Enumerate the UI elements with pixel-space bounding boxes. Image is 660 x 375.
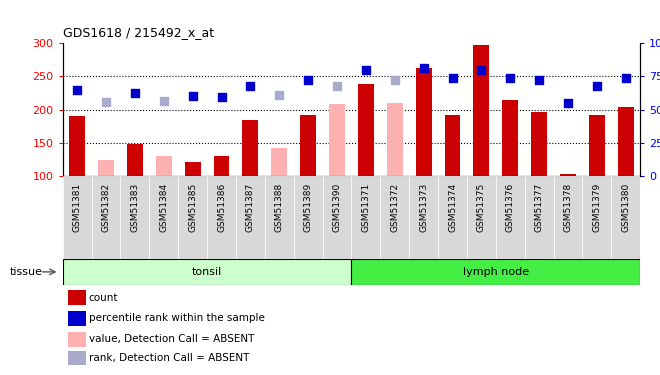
Bar bbox=[416, 68, 432, 176]
Text: GSM51384: GSM51384 bbox=[159, 183, 168, 232]
Point bbox=[447, 75, 458, 81]
Bar bbox=[63, 176, 92, 259]
Text: GSM51379: GSM51379 bbox=[593, 183, 601, 232]
Bar bbox=[329, 104, 345, 176]
Point bbox=[274, 92, 284, 98]
Point bbox=[101, 99, 112, 105]
Text: GSM51385: GSM51385 bbox=[188, 183, 197, 232]
Bar bbox=[323, 176, 351, 259]
Bar bbox=[531, 112, 547, 176]
Text: percentile rank within the sample: percentile rank within the sample bbox=[88, 314, 265, 324]
Bar bbox=[69, 351, 86, 366]
Point bbox=[360, 67, 371, 73]
Point bbox=[591, 83, 602, 89]
Bar bbox=[214, 156, 230, 176]
Text: rank, Detection Call = ABSENT: rank, Detection Call = ABSENT bbox=[88, 353, 249, 363]
Bar bbox=[271, 148, 287, 176]
Point bbox=[389, 77, 400, 83]
Text: GSM51378: GSM51378 bbox=[564, 183, 572, 232]
Bar bbox=[409, 176, 438, 259]
Text: GSM51386: GSM51386 bbox=[217, 183, 226, 232]
Bar bbox=[92, 176, 120, 259]
Text: tissue: tissue bbox=[10, 267, 43, 277]
Bar bbox=[236, 176, 265, 259]
Text: GSM51380: GSM51380 bbox=[621, 183, 630, 232]
Text: GSM51382: GSM51382 bbox=[102, 183, 110, 232]
Bar bbox=[156, 156, 172, 176]
Point bbox=[505, 75, 515, 81]
Text: lymph node: lymph node bbox=[463, 267, 529, 277]
Text: value, Detection Call = ABSENT: value, Detection Call = ABSENT bbox=[88, 334, 254, 344]
Point bbox=[303, 77, 313, 83]
Point bbox=[216, 94, 227, 100]
Bar bbox=[387, 103, 403, 176]
Text: GSM51377: GSM51377 bbox=[535, 183, 544, 232]
Text: GSM51383: GSM51383 bbox=[131, 183, 139, 232]
Bar bbox=[582, 176, 611, 259]
Bar bbox=[242, 120, 258, 176]
Point bbox=[245, 83, 255, 89]
Bar bbox=[265, 176, 294, 259]
Bar bbox=[502, 100, 518, 176]
Text: GSM51390: GSM51390 bbox=[333, 183, 341, 232]
Bar bbox=[69, 116, 85, 176]
Bar bbox=[185, 162, 201, 176]
Bar bbox=[473, 45, 489, 176]
Point bbox=[563, 100, 574, 106]
Bar bbox=[554, 176, 582, 259]
Bar bbox=[69, 290, 86, 305]
Bar bbox=[69, 332, 86, 346]
Bar bbox=[380, 176, 409, 259]
Text: GSM51389: GSM51389 bbox=[304, 183, 313, 232]
Bar bbox=[300, 115, 316, 176]
Bar bbox=[467, 176, 496, 259]
Bar bbox=[611, 176, 640, 259]
Bar bbox=[438, 176, 467, 259]
Text: GDS1618 / 215492_x_at: GDS1618 / 215492_x_at bbox=[63, 26, 214, 39]
Bar bbox=[207, 176, 236, 259]
Text: GSM51376: GSM51376 bbox=[506, 183, 515, 232]
Bar bbox=[525, 176, 554, 259]
Bar bbox=[294, 176, 323, 259]
Bar bbox=[178, 176, 207, 259]
Bar bbox=[358, 84, 374, 176]
Point bbox=[187, 93, 198, 99]
Point bbox=[129, 90, 140, 96]
Point bbox=[620, 75, 631, 81]
Bar bbox=[63, 259, 351, 285]
Text: GSM51374: GSM51374 bbox=[448, 183, 457, 232]
Text: count: count bbox=[88, 293, 118, 303]
Point bbox=[72, 87, 82, 93]
Bar bbox=[618, 107, 634, 176]
Text: GSM51388: GSM51388 bbox=[275, 183, 284, 232]
Text: GSM51372: GSM51372 bbox=[390, 183, 399, 232]
Bar bbox=[120, 176, 149, 259]
Point bbox=[332, 83, 343, 89]
Text: GSM51375: GSM51375 bbox=[477, 183, 486, 232]
Point bbox=[418, 65, 429, 71]
Text: GSM51387: GSM51387 bbox=[246, 183, 255, 232]
Bar bbox=[445, 115, 461, 176]
Point bbox=[158, 98, 169, 104]
Bar bbox=[560, 174, 576, 176]
Bar bbox=[98, 160, 114, 176]
Point bbox=[476, 67, 486, 73]
Bar bbox=[589, 115, 605, 176]
Bar bbox=[149, 176, 178, 259]
Text: tonsil: tonsil bbox=[192, 267, 222, 277]
Text: GSM51373: GSM51373 bbox=[419, 183, 428, 232]
Point bbox=[534, 77, 544, 83]
Bar bbox=[69, 311, 86, 326]
Bar bbox=[351, 259, 640, 285]
Text: GSM51371: GSM51371 bbox=[362, 183, 370, 232]
Bar bbox=[127, 144, 143, 176]
Text: GSM51381: GSM51381 bbox=[73, 183, 82, 232]
Bar bbox=[496, 176, 525, 259]
Bar bbox=[351, 176, 380, 259]
